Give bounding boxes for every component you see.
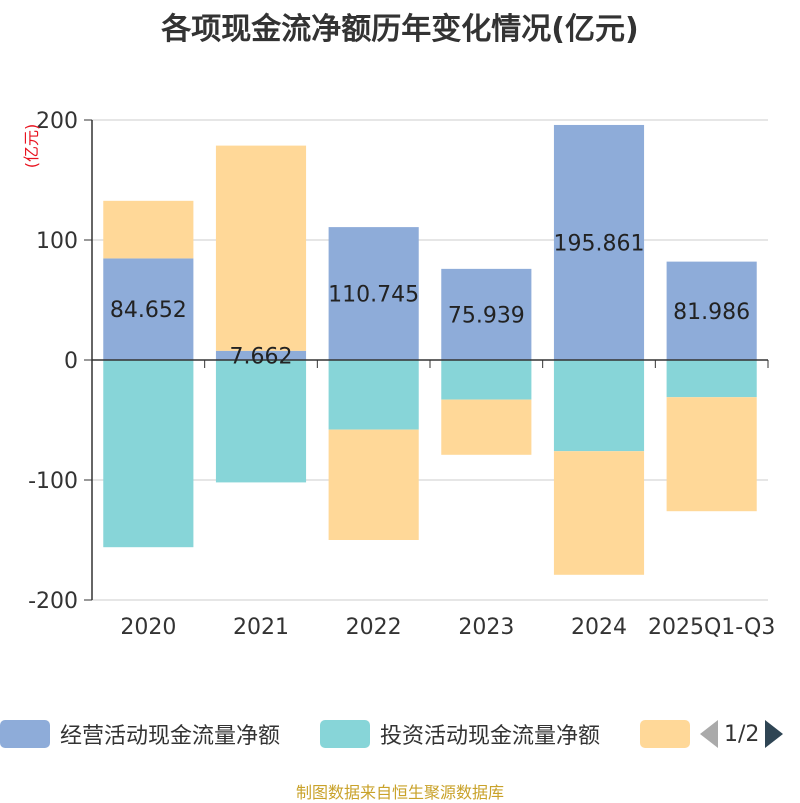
next-page-icon[interactable] — [765, 720, 784, 748]
bar-s0-2023 — [441, 268, 532, 360]
y-tick-label: -200 — [28, 589, 78, 614]
legend-page-indicator: 1/2 — [724, 721, 760, 747]
y-tick-label: 100 — [36, 229, 78, 254]
legend-item-investing[interactable]: 投资活动现金流量净额 — [320, 718, 600, 750]
x-tick-label: 2024 — [571, 615, 627, 640]
bar-s1-2025Q1-Q3 — [666, 360, 757, 398]
bar-s2-2020 — [103, 200, 194, 259]
x-tick-label: 2025Q1-Q3 — [648, 615, 775, 640]
bar-s0-2022 — [328, 227, 419, 360]
y-tick-label: 0 — [64, 349, 78, 374]
x-tick-label: 2022 — [346, 615, 402, 640]
legend-label-operating: 经营活动现金流量净额 — [60, 724, 281, 749]
bar-s1-2023 — [441, 360, 532, 400]
x-tick-label: 2020 — [120, 615, 176, 640]
data-label: 195.861 — [554, 231, 645, 256]
y-tick-label: -100 — [28, 469, 78, 494]
bar-s2-2024 — [553, 451, 645, 575]
bar-s1-2021 — [215, 360, 307, 483]
bar-s1-2024 — [553, 360, 645, 452]
legend-swatch-investing — [320, 720, 370, 748]
bar-s0-2025Q1-Q3 — [666, 261, 757, 360]
x-tick-label: 2021 — [233, 615, 289, 640]
data-label: 84.652 — [110, 298, 187, 323]
bar-s2-2022 — [328, 429, 419, 540]
bar-s0-2020 — [103, 258, 194, 360]
bar-s2-2023 — [441, 399, 532, 455]
data-label: 7.662 — [230, 344, 293, 369]
bar-s2-2025Q1-Q3 — [666, 397, 757, 512]
y-tick-label: 200 — [36, 109, 78, 134]
data-label: 75.939 — [448, 303, 525, 328]
legend-item-operating[interactable]: 经营活动现金流量净额 — [0, 718, 280, 750]
bar-s0-2021 — [215, 350, 307, 360]
label-layer: 84.652 7.662 110.745 75.939 195.861 81.986 — [110, 231, 750, 369]
bar-s0-2024 — [553, 124, 645, 360]
legend-swatch-financing — [640, 720, 690, 748]
axis-layer: 200 100 0 -100 -200 (亿元) 2020 2021 2022 2023 2024 2… — [22, 109, 775, 640]
x-tick-label: 2023 — [458, 615, 514, 640]
bar-s1-2020 — [103, 360, 194, 548]
y-axis-label: (亿元) — [22, 124, 41, 169]
bar-s1-2022 — [328, 360, 419, 430]
prev-page-icon[interactable] — [700, 720, 718, 748]
grid-layer — [92, 119, 768, 601]
legend-label-investing: 投资活动现金流量净额 — [380, 724, 601, 749]
legend-item-financing[interactable] — [640, 718, 690, 750]
legend-swatch-operating — [0, 720, 50, 748]
data-source-note: 制图数据来自恒生聚源数据库 — [295, 783, 504, 802]
data-label: 110.745 — [328, 283, 419, 308]
data-label: 81.986 — [673, 300, 750, 325]
bar-layer — [103, 124, 757, 575]
legend-pager: 1/2 — [700, 718, 784, 750]
chart-title: 各项现金流净额历年变化情况(亿元) — [161, 12, 639, 47]
bar-s2-2021 — [215, 145, 307, 351]
